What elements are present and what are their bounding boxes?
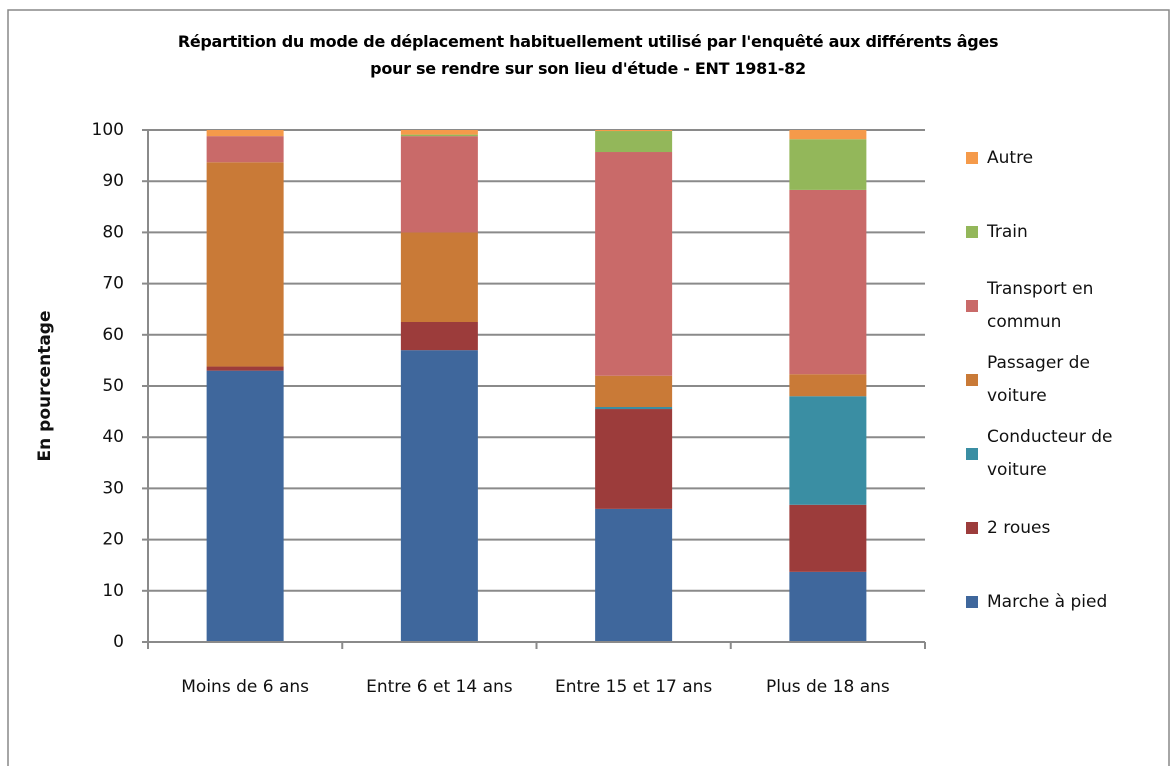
bar-segment — [595, 130, 673, 132]
bar-segment — [789, 571, 867, 642]
y-tick-label: 30 — [102, 478, 124, 498]
x-tick-label: Plus de 18 ans — [766, 677, 890, 697]
legend-swatch — [966, 226, 978, 238]
legend-label: 2 roues — [987, 517, 1051, 538]
legend-label: Autre — [987, 147, 1034, 168]
bar-segment — [206, 162, 284, 367]
bar-segment — [789, 504, 867, 572]
bar-segment — [595, 409, 673, 509]
bar-segment — [789, 374, 867, 397]
chart-frame — [7, 9, 1170, 766]
chart-title: Répartition du mode de déplacement habit… — [177, 32, 999, 78]
bar-segment — [206, 366, 284, 371]
bar-segment — [789, 396, 867, 505]
legend-label: Train — [987, 221, 1028, 242]
bar-segment — [400, 232, 478, 322]
legend-swatch — [966, 448, 978, 460]
legend-label: Conducteur de voiture — [987, 427, 1113, 480]
bar-segment — [595, 131, 673, 153]
y-tick-label: 50 — [102, 376, 124, 396]
bar-segment — [595, 508, 673, 642]
y-tick-label: 80 — [102, 222, 124, 242]
y-tick-label: 60 — [102, 325, 124, 345]
bar-segment — [595, 152, 673, 376]
bar-segment — [400, 130, 478, 135]
bar-segment — [206, 130, 284, 137]
legend-label: Passager de voiture — [987, 353, 1090, 406]
y-tick-label: 100 — [92, 120, 124, 140]
bar-segment — [400, 322, 478, 351]
bar-segment — [206, 136, 284, 163]
bar-segment — [206, 370, 284, 642]
y-tick-label: 0 — [113, 632, 124, 652]
legend-label: Transport en commun — [987, 279, 1094, 332]
bar-segment — [789, 139, 867, 190]
legend-swatch — [966, 152, 978, 164]
legend-swatch — [966, 522, 978, 534]
x-tick-label: Entre 15 et 17 ans — [554, 677, 713, 697]
y-tick-label: 90 — [102, 171, 124, 191]
y-tick-label: 20 — [102, 530, 124, 550]
bar-segment — [400, 134, 478, 137]
legend-swatch — [966, 596, 978, 608]
y-tick-label: 40 — [102, 427, 124, 447]
legend-swatch — [966, 300, 978, 312]
x-tick-label: Moins de 6 ans — [181, 677, 309, 697]
bar-segment — [595, 406, 673, 410]
bar-segment — [789, 130, 867, 140]
bar-segment — [400, 136, 478, 233]
y-tick-label: 70 — [102, 274, 124, 294]
y-axis-label: En pourcentage — [35, 311, 55, 462]
bar-segment — [789, 189, 867, 375]
bar-segment — [595, 375, 673, 407]
legend-swatch — [966, 374, 978, 386]
bar-segment — [400, 350, 478, 642]
y-tick-label: 10 — [102, 581, 124, 601]
legend-label: Marche à pied — [987, 591, 1108, 612]
x-tick-label: Entre 6 et 14 ans — [366, 677, 513, 697]
